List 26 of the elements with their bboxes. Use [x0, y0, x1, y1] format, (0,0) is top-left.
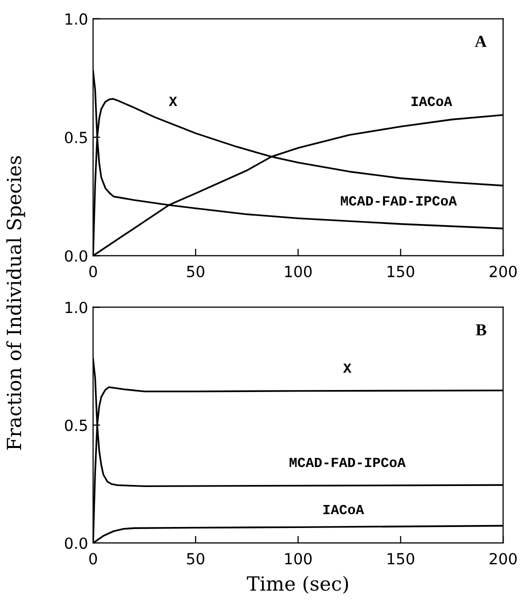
annotation: A	[474, 36, 487, 47]
series-label: MCAD-FAD-IPCoA	[290, 458, 406, 468]
series-label: MCAD-FAD-IPCoA	[340, 196, 457, 206]
annotation: B	[476, 324, 486, 336]
x-tick-label: 100	[285, 266, 312, 278]
series-label: X	[168, 96, 178, 106]
series-label: IACoA	[412, 96, 452, 106]
x-tick-label: 0	[89, 266, 97, 278]
x-tick-label: 50	[187, 552, 204, 565]
y-axis-title: Fraction of Individual Species	[6, 156, 26, 450]
x-tick-label: 200	[490, 552, 517, 565]
y-tick-label: 1.0	[66, 13, 88, 25]
y-tick-label: 0.0	[64, 250, 88, 262]
series-label: X	[343, 364, 352, 373]
y-tick-label: 0.5	[64, 132, 87, 144]
x-tick-label: 100	[285, 552, 312, 565]
x-tick-label: 50	[187, 266, 204, 278]
x-tick-label: 200	[490, 266, 517, 278]
x-tick-label: 0	[89, 552, 97, 565]
y-tick-label: 1.0	[66, 302, 88, 314]
x-tick-label: 150	[388, 552, 414, 565]
x-axis-title: Time (sec)	[246, 576, 348, 594]
y-tick-label: 0.5	[64, 420, 87, 432]
x-tick-label: 150	[388, 266, 414, 278]
y-tick-label: 0.0	[64, 537, 88, 549]
series-label: IACoA	[323, 504, 364, 514]
